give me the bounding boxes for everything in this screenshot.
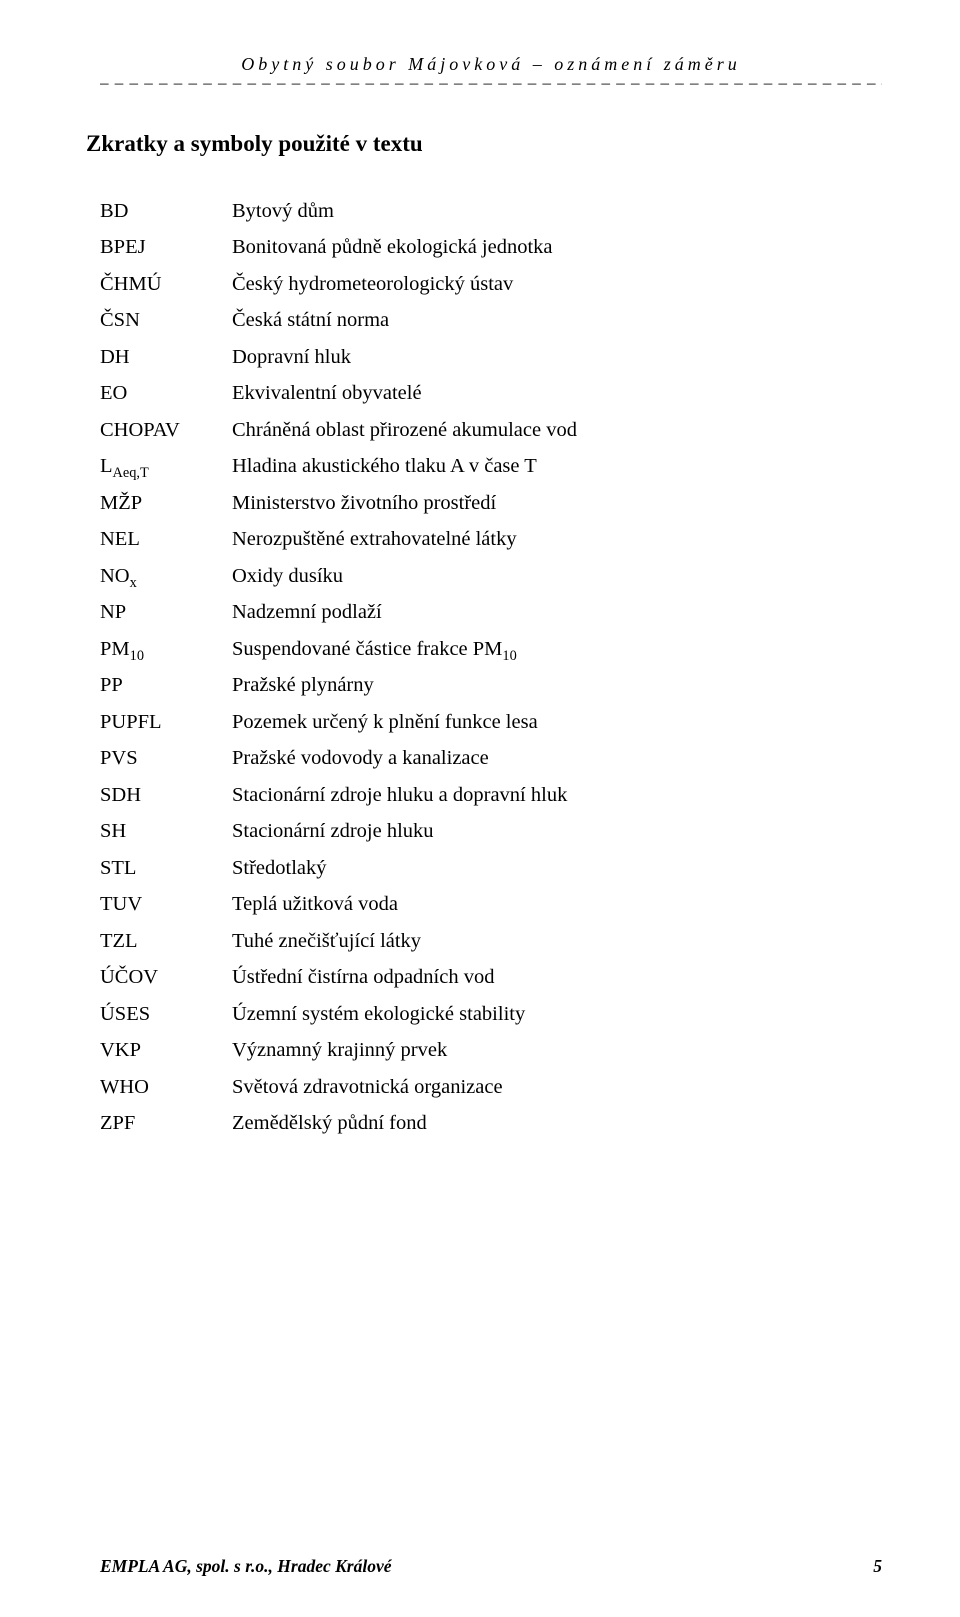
abbreviation: VKP — [100, 1032, 232, 1068]
document-page: Obytný soubor Májovková – oznámení záměr… — [0, 0, 960, 1617]
abbreviation: ÚSES — [100, 996, 232, 1032]
abbreviation: ČHMÚ — [100, 266, 232, 302]
definition-value: Chráněná oblast přirozené akumulace vod — [232, 412, 577, 448]
definition-row: BDBytový dům — [100, 193, 882, 229]
definition-row: PVSPražské vodovody a kanalizace — [100, 740, 882, 776]
definition-row: TUVTeplá užitková voda — [100, 886, 882, 922]
definition-value: Nadzemní podlaží — [232, 594, 382, 630]
definition-value: Pražské vodovody a kanalizace — [232, 740, 489, 776]
definition-row: LAeq,THladina akustického tlaku A v čase… — [100, 448, 882, 484]
footer-left: EMPLA AG, spol. s r.o., Hradec Králové — [100, 1556, 392, 1577]
definition-value: Zemědělský půdní fond — [232, 1105, 427, 1141]
abbreviation: ČSN — [100, 302, 232, 338]
definition-row: STLStředotlaký — [100, 850, 882, 886]
definition-row: WHOSvětová zdravotnická organizace — [100, 1069, 882, 1105]
horizontal-rule: – – – – – – – – – – – – – – – – – – – – … — [100, 79, 882, 87]
definition-value: Tuhé znečišťující látky — [232, 923, 421, 959]
definition-value: Český hydrometeorologický ústav — [232, 266, 513, 302]
definition-row: CHOPAVChráněná oblast přirozené akumulac… — [100, 412, 882, 448]
abbreviation: BD — [100, 193, 232, 229]
abbreviation: PP — [100, 667, 232, 703]
definition-row: BPEJBonitovaná půdně ekologická jednotka — [100, 229, 882, 265]
definition-value: Česká státní norma — [232, 302, 389, 338]
definition-row: NELNerozpuštěné extrahovatelné látky — [100, 521, 882, 557]
abbreviation: EO — [100, 375, 232, 411]
definition-value: Ekvivalentní obyvatelé — [232, 375, 422, 411]
abbreviation: PUPFL — [100, 704, 232, 740]
definition-row: VKPVýznamný krajinný prvek — [100, 1032, 882, 1068]
abbreviation: MŽP — [100, 485, 232, 521]
abbreviation: NEL — [100, 521, 232, 557]
definition-value: Pozemek určený k plnění funkce lesa — [232, 704, 538, 740]
page-header-title: Obytný soubor Májovková – oznámení záměr… — [100, 54, 882, 75]
abbreviation: ÚČOV — [100, 959, 232, 995]
abbreviation: ZPF — [100, 1105, 232, 1141]
definition-row: PUPFLPozemek určený k plnění funkce lesa — [100, 704, 882, 740]
definition-value: Pražské plynárny — [232, 667, 374, 703]
definition-value: Hladina akustického tlaku A v čase T — [232, 448, 537, 484]
definition-value: Územní systém ekologické stability — [232, 996, 525, 1032]
definition-value: Suspendované částice frakce PM10 — [232, 631, 517, 667]
definition-value: Nerozpuštěné extrahovatelné látky — [232, 521, 517, 557]
abbreviation: TZL — [100, 923, 232, 959]
abbreviation: DH — [100, 339, 232, 375]
abbreviation: STL — [100, 850, 232, 886]
definition-value: Oxidy dusíku — [232, 558, 343, 594]
definition-row: ČSNČeská státní norma — [100, 302, 882, 338]
abbreviation: TUV — [100, 886, 232, 922]
abbreviation: LAeq,T — [100, 448, 232, 484]
abbreviation: PM10 — [100, 631, 232, 667]
abbreviation: CHOPAV — [100, 412, 232, 448]
definition-value: Dopravní hluk — [232, 339, 351, 375]
abbreviation: PVS — [100, 740, 232, 776]
definition-row: PPPražské plynárny — [100, 667, 882, 703]
definition-row: ÚČOVÚstřední čistírna odpadních vod — [100, 959, 882, 995]
definition-row: NOxOxidy dusíku — [100, 558, 882, 594]
definition-row: MŽPMinisterstvo životního prostředí — [100, 485, 882, 521]
section-title: Zkratky a symboly použité v textu — [86, 131, 882, 157]
definition-value: Teplá užitková voda — [232, 886, 398, 922]
abbreviation: NP — [100, 594, 232, 630]
definition-value: Světová zdravotnická organizace — [232, 1069, 503, 1105]
definition-row: SDHStacionární zdroje hluku a dopravní h… — [100, 777, 882, 813]
definition-row: PM10Suspendované částice frakce PM10 — [100, 631, 882, 667]
page-number: 5 — [873, 1556, 882, 1577]
abbreviation: SH — [100, 813, 232, 849]
definition-value: Bonitovaná půdně ekologická jednotka — [232, 229, 553, 265]
definition-row: ZPFZemědělský půdní fond — [100, 1105, 882, 1141]
definition-row: SHStacionární zdroje hluku — [100, 813, 882, 849]
definition-row: ČHMÚČeský hydrometeorologický ústav — [100, 266, 882, 302]
definition-value: Stacionární zdroje hluku — [232, 813, 434, 849]
abbreviation: BPEJ — [100, 229, 232, 265]
definition-value: Bytový dům — [232, 193, 334, 229]
definition-value: Ústřední čistírna odpadních vod — [232, 959, 494, 995]
abbreviation: WHO — [100, 1069, 232, 1105]
definition-row: NPNadzemní podlaží — [100, 594, 882, 630]
definition-value: Středotlaký — [232, 850, 327, 886]
page-footer: EMPLA AG, spol. s r.o., Hradec Králové 5 — [100, 1556, 882, 1577]
definition-row: DHDopravní hluk — [100, 339, 882, 375]
definition-row: ÚSESÚzemní systém ekologické stability — [100, 996, 882, 1032]
definition-row: TZLTuhé znečišťující látky — [100, 923, 882, 959]
definitions-list: BDBytový důmBPEJBonitovaná půdně ekologi… — [100, 193, 882, 1142]
definition-row: EOEkvivalentní obyvatelé — [100, 375, 882, 411]
definition-value: Stacionární zdroje hluku a dopravní hluk — [232, 777, 567, 813]
definition-value: Významný krajinný prvek — [232, 1032, 447, 1068]
abbreviation: SDH — [100, 777, 232, 813]
abbreviation: NOx — [100, 558, 232, 594]
definition-value: Ministerstvo životního prostředí — [232, 485, 496, 521]
